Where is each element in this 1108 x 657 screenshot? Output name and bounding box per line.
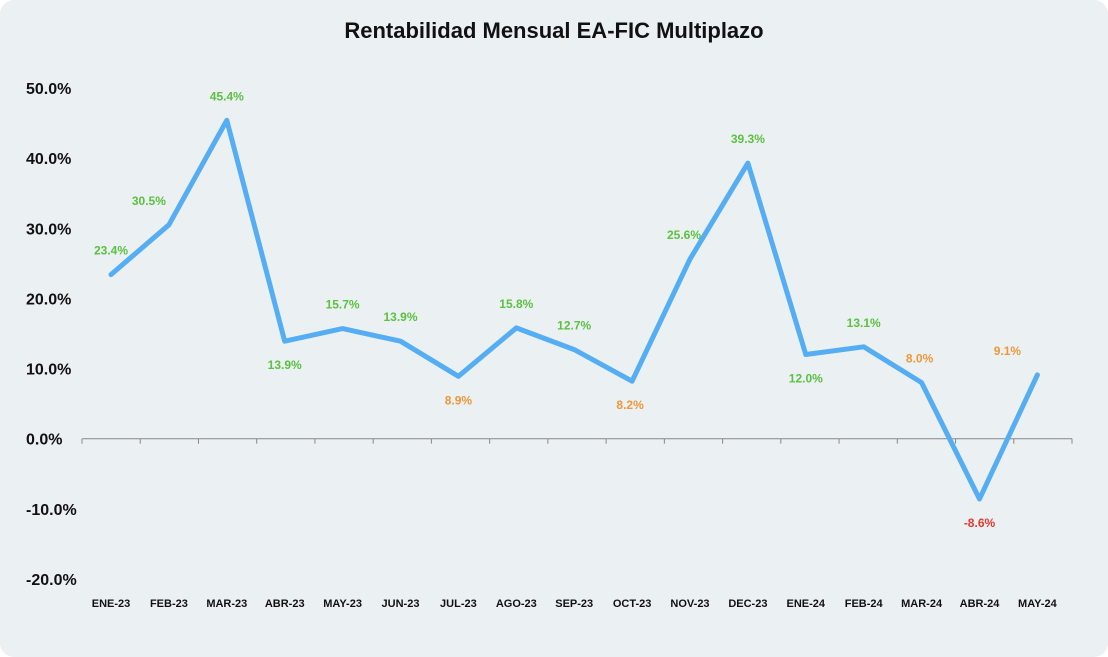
x-axis: ENE-23 FEB-23 MAR-23 ABR-23 MAY-23 JUN-23 JUL-… xyxy=(81,438,1073,610)
x-tick-label: MAY-23 xyxy=(323,598,362,610)
x-tick-label: ABR-24 xyxy=(960,598,1001,610)
y-axis: 50.0% 40.0% 30.0% 20.0% 10.0% 0.0% -10.0% -20.0… xyxy=(26,81,77,589)
data-label: 8.0% xyxy=(906,352,934,366)
data-label: 30.5% xyxy=(132,194,166,208)
data-label: 12.0% xyxy=(789,372,823,386)
x-tick-label: FEB-24 xyxy=(845,598,884,610)
x-tick-label: DEC-23 xyxy=(728,598,767,610)
data-labels: 23.4% 30.5% 45.4% 13.9% 15.7% 13.9% 8.9% 15.8% 1… xyxy=(94,89,1021,530)
y-tick-label: -10.0% xyxy=(26,502,77,519)
data-label: 8.2% xyxy=(616,398,644,412)
data-label: 45.4% xyxy=(210,89,244,103)
series-group xyxy=(108,117,1040,502)
y-tick-label: 0.0% xyxy=(26,432,62,449)
data-label: 13.1% xyxy=(847,316,881,330)
series-line xyxy=(108,117,1040,502)
data-label: 15.7% xyxy=(326,298,360,312)
x-tick-label: JUN-23 xyxy=(382,598,420,610)
x-tick-label: OCT-23 xyxy=(613,598,652,610)
x-tick-label: ENE-23 xyxy=(92,598,131,610)
x-tick-label: AGO-23 xyxy=(496,598,537,610)
y-tick-label: 50.0% xyxy=(26,81,71,98)
x-tick-label: MAY-24 xyxy=(1018,598,1058,610)
x-tick-label: ABR-23 xyxy=(265,598,305,610)
y-tick-label: 30.0% xyxy=(26,221,71,238)
x-tick-label: NOV-23 xyxy=(670,598,709,610)
data-label: -8.6% xyxy=(964,516,996,530)
data-label: 13.9% xyxy=(383,310,417,324)
x-tick-label: JUL-23 xyxy=(440,598,477,610)
x-tick-label: MAR-24 xyxy=(901,598,943,610)
x-tick-label: FEB-23 xyxy=(150,598,188,610)
data-label: 39.3% xyxy=(731,132,765,146)
data-label: 9.1% xyxy=(994,344,1022,358)
y-tick-label: 10.0% xyxy=(26,362,71,379)
chart-title: Rentabilidad Mensual EA-FIC Multiplazo xyxy=(344,18,763,43)
data-label: 12.7% xyxy=(557,319,591,333)
y-tick-label: -20.0% xyxy=(26,572,77,589)
x-tick-label: ENE-24 xyxy=(787,598,826,610)
y-tick-label: 40.0% xyxy=(26,151,71,168)
data-label: 13.9% xyxy=(268,358,302,372)
x-tick-label: SEP-23 xyxy=(555,598,593,610)
y-tick-label: 20.0% xyxy=(26,291,71,308)
data-label: 23.4% xyxy=(94,244,128,258)
data-label: 25.6% xyxy=(667,228,701,242)
x-tick-label: MAR-23 xyxy=(206,598,247,610)
data-label: 15.8% xyxy=(499,297,533,311)
data-label: 8.9% xyxy=(445,393,473,407)
